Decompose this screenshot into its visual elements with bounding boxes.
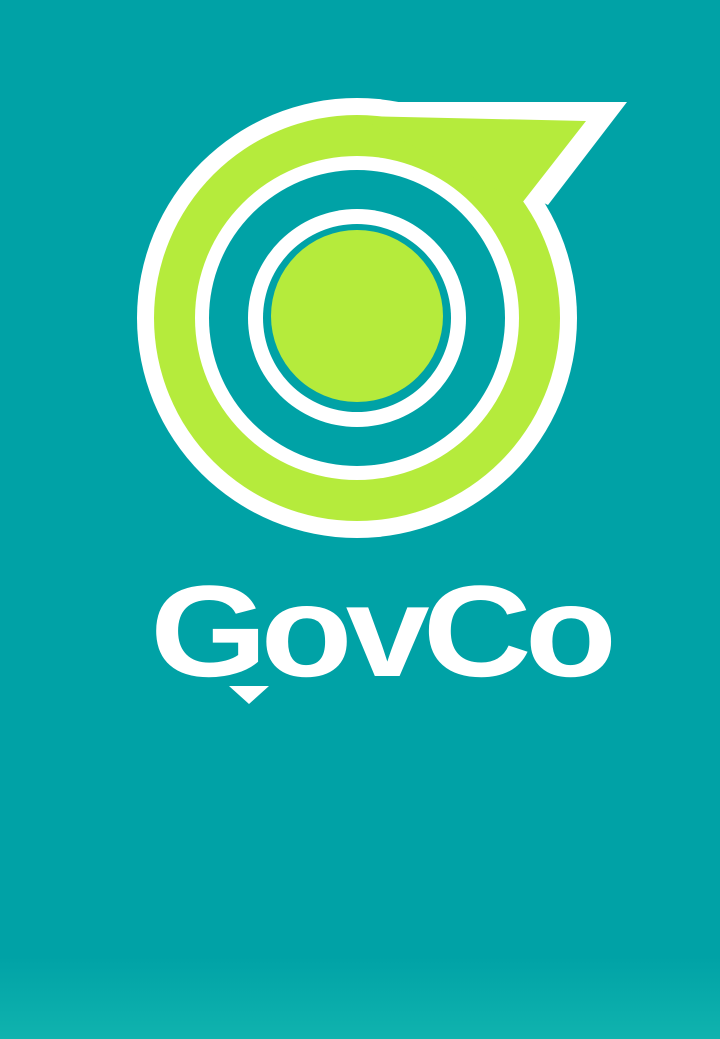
- target-speech-bubble-icon: [137, 98, 627, 538]
- wordmark-text: GovCo: [150, 558, 612, 704]
- down-arrow-icon: [229, 686, 269, 704]
- govco-wordmark: GovCo: [150, 558, 618, 704]
